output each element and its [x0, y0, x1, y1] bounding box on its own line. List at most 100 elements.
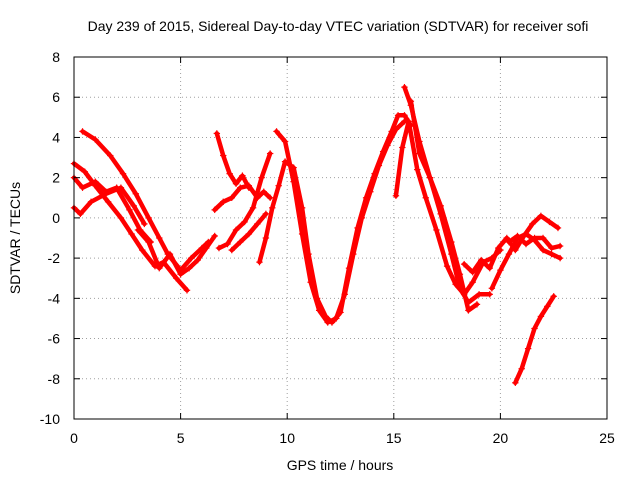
data-point	[188, 254, 195, 262]
data-point	[556, 242, 564, 250]
chart-title: Day 239 of 2015, Sidereal Day-to-day VTE…	[88, 18, 589, 34]
data-point	[522, 240, 530, 248]
data-point	[249, 204, 257, 212]
data-point	[350, 250, 357, 258]
data-point	[456, 271, 464, 278]
data-point	[469, 279, 476, 286]
data-point	[392, 126, 400, 133]
data-point	[469, 268, 476, 276]
data-point	[433, 226, 440, 234]
data-point	[426, 174, 434, 181]
y-tick-label: 0	[52, 210, 60, 226]
data-point	[486, 291, 493, 298]
x-tick-label: 10	[279, 430, 295, 446]
series-track-18	[512, 293, 557, 386]
data-point	[358, 214, 366, 222]
data-point	[156, 234, 163, 242]
data-point	[226, 170, 233, 177]
data-point	[232, 226, 240, 234]
data-point	[79, 184, 86, 191]
data-point	[266, 150, 274, 157]
x-tick-label: 25	[599, 430, 615, 446]
data-point	[333, 315, 340, 322]
data-point	[495, 244, 502, 252]
data-point	[512, 379, 519, 386]
data-point	[211, 232, 218, 240]
data-point	[266, 194, 274, 201]
data-point	[256, 258, 263, 266]
x-tick-label: 0	[70, 430, 78, 446]
data-point	[228, 246, 235, 254]
data-point	[290, 178, 297, 185]
data-point	[475, 291, 483, 298]
data-point	[505, 238, 513, 246]
data-point	[194, 256, 201, 264]
data-point	[132, 190, 140, 197]
data-point	[77, 210, 84, 218]
data-point	[211, 206, 218, 214]
x-tick-label: 20	[493, 430, 509, 446]
data-point	[262, 234, 270, 242]
series-line	[212, 183, 273, 213]
data-point	[87, 198, 95, 205]
data-point	[384, 142, 391, 149]
y-tick-label: -2	[48, 250, 61, 266]
data-point	[220, 152, 227, 159]
data-point	[341, 291, 348, 298]
data-point	[139, 246, 146, 254]
y-tick-label: -10	[40, 411, 60, 427]
data-point	[537, 212, 545, 220]
y-axis-label: SDTVAR / TECUs	[7, 182, 23, 294]
data-point	[145, 238, 152, 246]
series-track-14	[407, 98, 481, 314]
data-point	[113, 184, 120, 191]
data-point	[241, 218, 248, 226]
data-point	[185, 264, 193, 272]
data-point	[315, 307, 323, 314]
data-point	[531, 325, 538, 332]
series-track-5	[134, 226, 218, 278]
data-point	[401, 83, 408, 91]
y-tick-label: -8	[48, 371, 61, 387]
data-point	[554, 224, 562, 232]
data-point	[394, 112, 402, 119]
x-tick-label: 15	[386, 430, 402, 446]
series-track-9	[228, 210, 270, 254]
y-tick-label: 4	[52, 129, 60, 145]
data-point	[437, 202, 444, 210]
data-point	[548, 244, 555, 252]
data-point	[92, 178, 99, 185]
data-point	[443, 262, 451, 270]
data-point	[130, 202, 137, 210]
data-point	[478, 256, 485, 264]
data-point	[81, 168, 88, 175]
data-point	[117, 214, 125, 222]
data-point	[202, 244, 210, 252]
data-point	[262, 210, 270, 218]
data-point	[401, 112, 408, 119]
data-point	[375, 162, 383, 169]
data-series	[70, 83, 564, 386]
x-tick-label: 5	[177, 430, 185, 446]
axis-ticks: 0 5 10 15 20 25 -10 -8 -6 -4 -2 0 2 4 6 8	[40, 49, 615, 446]
data-point	[224, 240, 231, 248]
data-point	[550, 293, 557, 300]
data-point	[269, 204, 276, 212]
series-line	[461, 213, 561, 275]
data-point	[156, 264, 163, 272]
data-point	[514, 232, 521, 240]
data-point	[258, 174, 265, 181]
data-point	[134, 226, 142, 234]
data-point	[465, 307, 472, 314]
data-point	[141, 220, 148, 228]
y-tick-label: 8	[52, 49, 60, 65]
data-point	[488, 285, 496, 292]
data-point	[448, 238, 455, 246]
series-line	[80, 129, 211, 273]
data-point	[537, 313, 545, 320]
data-point	[254, 220, 261, 228]
data-point	[524, 345, 532, 352]
data-point	[546, 218, 553, 226]
data-point	[237, 238, 244, 246]
